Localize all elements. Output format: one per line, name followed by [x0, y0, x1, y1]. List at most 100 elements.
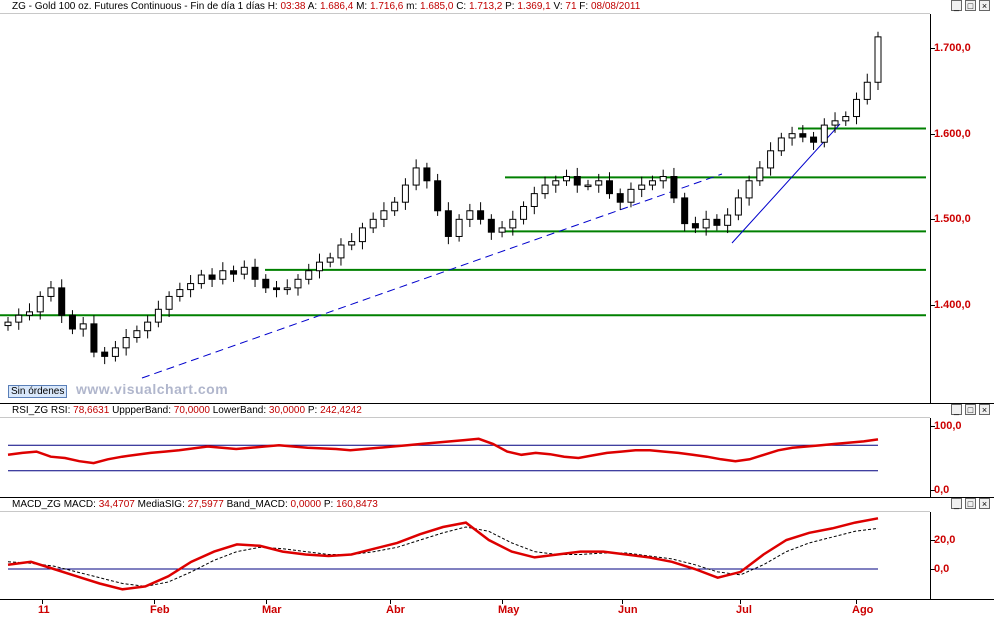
rsi-stat-key: RSI:	[50, 405, 74, 416]
price-label-1700: 1.700,0	[934, 42, 971, 54]
rsi-stat-key: LowerBand:	[209, 405, 269, 416]
macd-stat-value: 160,8473	[336, 499, 378, 510]
price-stat-key: M:	[353, 1, 370, 12]
candle-body	[283, 287, 291, 291]
rsi-chart[interactable]	[0, 404, 930, 498]
candle-body	[734, 197, 742, 216]
macd-panel[interactable]: MACD_ZG MACD: 34,4707 MediaSIG: 27,5977 …	[0, 498, 994, 600]
macd-axis[interactable]	[930, 512, 994, 600]
price-label-1500: 1.500,0	[934, 213, 971, 225]
maximize-icon[interactable]: □	[965, 0, 976, 11]
candle-body	[756, 167, 764, 182]
rsi-stat-key: P:	[305, 405, 321, 416]
rsi-axis[interactable]	[930, 418, 994, 498]
candle-body	[702, 218, 710, 229]
maximize-icon[interactable]: □	[965, 404, 976, 415]
x-tick	[390, 600, 391, 604]
close-icon[interactable]: ×	[979, 404, 990, 415]
price-label-1400: 1.400,0	[934, 299, 971, 311]
rsi-panel[interactable]: RSI_ZG RSI: 78,6631 UppperBand: 70,0000 …	[0, 404, 994, 498]
price-stat-value: 1.369,1	[517, 1, 551, 12]
price-stat-value: 1.686,4	[319, 1, 354, 12]
candle-body	[240, 266, 248, 275]
candle-body	[509, 218, 517, 229]
price-axis[interactable]	[930, 14, 994, 404]
candle-body	[831, 120, 839, 126]
candle-body	[777, 137, 785, 152]
x-label-mar: Mar	[262, 604, 282, 616]
price-stats: H: 03:38 A: 1.686,4 M: 1.716,6 m: 1.685,…	[268, 1, 641, 12]
x-label-11: 11	[38, 604, 50, 616]
candle-body	[444, 210, 452, 237]
candle-body	[648, 180, 656, 186]
macd-chart[interactable]	[0, 498, 930, 600]
candle-body	[348, 241, 356, 246]
candle-body	[638, 184, 646, 190]
macd-label-20: 20,0	[934, 534, 956, 546]
x-tick	[154, 600, 155, 604]
candle-body	[47, 287, 55, 297]
rsi-stat-key: UppperBand:	[109, 405, 174, 416]
price-stat-key: m:	[403, 1, 421, 12]
candle-body	[305, 270, 313, 280]
candle-body	[262, 278, 270, 289]
candle-body	[144, 321, 152, 332]
x-tick	[622, 600, 623, 604]
candle-body	[498, 227, 506, 233]
candle-body	[230, 270, 238, 275]
macd-window-buttons: _ □ ×	[951, 498, 990, 509]
price-chart[interactable]	[0, 0, 930, 404]
price-panel[interactable]: ZG - Gold 100 oz. Futures Continuous - F…	[0, 0, 994, 404]
rsi-title: RSI_ZG	[12, 405, 49, 416]
macd-line	[7, 517, 879, 591]
candle-body	[627, 188, 635, 203]
candle-body	[58, 287, 66, 316]
candle-body	[412, 167, 420, 186]
price-stat-key: P:	[502, 1, 518, 12]
candle-body	[605, 180, 613, 195]
candle-body	[197, 274, 205, 285]
minimize-icon[interactable]: _	[951, 498, 962, 509]
rsi-label-0: 0,0	[934, 484, 950, 496]
close-icon[interactable]: ×	[979, 498, 990, 509]
candle-body	[122, 337, 130, 349]
candle-body	[563, 176, 571, 182]
candle-body	[455, 218, 463, 237]
time-axis[interactable]: 11 Feb Mar Abr May Jun Jul Ago	[0, 600, 994, 618]
x-label-abr: Abr	[386, 604, 405, 616]
candle-body	[595, 180, 603, 186]
candle-body	[25, 311, 33, 316]
price-window-buttons: _ □ ×	[951, 0, 990, 11]
rsi-window-buttons: _ □ ×	[951, 404, 990, 415]
candle-body	[810, 136, 818, 143]
trend-line	[731, 123, 841, 244]
x-label-jun: Jun	[618, 604, 638, 616]
minimize-icon[interactable]: _	[951, 404, 962, 415]
candle-body	[466, 210, 474, 220]
macd-stats: MACD: 34,4707 MediaSIG: 27,5977 Band_MAC…	[64, 499, 378, 510]
candle-body	[36, 295, 44, 313]
macd-title: MACD_ZG	[12, 499, 61, 510]
candle-body	[788, 133, 796, 139]
close-icon[interactable]: ×	[979, 0, 990, 11]
candle-body	[853, 98, 861, 118]
x-label-may: May	[498, 604, 520, 616]
watermark: www.visualchart.com	[76, 381, 229, 397]
candle-body	[251, 266, 259, 280]
rsi-stat-value: 78,6631	[73, 405, 110, 416]
macd-panel-header: MACD_ZG MACD: 34,4707 MediaSIG: 27,5977 …	[0, 498, 930, 512]
maximize-icon[interactable]: □	[965, 498, 976, 509]
minimize-icon[interactable]: _	[951, 0, 962, 11]
rsi-stat-value: 242,4242	[320, 405, 362, 416]
candle-body	[670, 176, 678, 199]
candle-body	[90, 323, 98, 353]
candle-body	[616, 193, 624, 203]
macd-stat-key: MACD:	[63, 499, 99, 510]
candle-body	[541, 184, 549, 195]
orders-status-badge[interactable]: Sin órdenes	[8, 385, 68, 398]
price-stat-value: 71	[565, 1, 577, 12]
candle-body	[154, 308, 162, 323]
candle-body	[691, 223, 699, 229]
candle-body	[208, 274, 216, 280]
price-stat-key: A:	[305, 1, 320, 12]
